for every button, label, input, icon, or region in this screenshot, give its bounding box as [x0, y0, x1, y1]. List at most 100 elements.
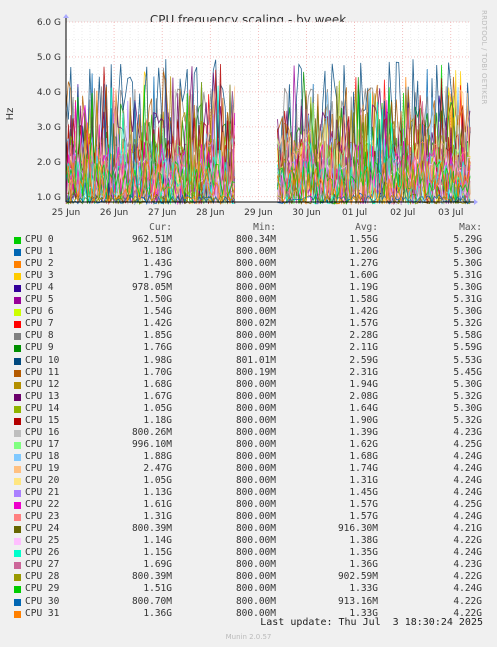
legend-max-value: 5.30G [453, 378, 482, 390]
x-tick-label: 02 Jul [390, 208, 415, 218]
legend-max-value: 4.25G [453, 438, 482, 450]
legend-min-value: 800.34M [235, 234, 276, 245]
x-tick-label: 01 Jul [342, 208, 367, 218]
legend-row: CPU 11 1.70G 800.19M 2.31G 5.45G [0, 367, 497, 379]
legend-max-value: 5.32G [453, 414, 482, 426]
legend-cur-value: 1.98G [143, 354, 172, 366]
legend-cur-value: 1.61G [143, 499, 172, 511]
rrdtool-watermark: RRDTOOL / TOBI OETIKER [480, 10, 488, 105]
legend-min-value: 801.01M [235, 354, 276, 366]
legend-max-value: 4.24G [453, 450, 482, 462]
legend-row: CPU 22 1.61G 800.00M 1.57G 4.25G [0, 499, 497, 511]
legend-min-value: 800.00M [235, 595, 276, 607]
legend-series-name: CPU 22 [25, 499, 60, 511]
legend-cur-value: 1.13G [143, 487, 172, 499]
legend-avg-value: 916.30M [337, 523, 378, 535]
legend-cur-value: 1.31G [143, 511, 172, 523]
legend-cur-value: 978.05M [131, 282, 172, 294]
legend-min-value: 800.00M [235, 535, 276, 547]
legend-cur-value: 1.51G [143, 583, 172, 595]
legend-min-value: 800.00M [235, 571, 276, 583]
legend-series-name: CPU 11 [25, 366, 60, 378]
legend-cur-value: 1.18G [143, 414, 172, 426]
legend-max-value: 5.59G [453, 342, 482, 354]
legend-cur-value: 2.47G [143, 462, 172, 474]
legend-max-value: 5.31G [453, 294, 482, 306]
y-axis-label: Hz [5, 108, 16, 121]
legend-series-name: CPU 19 [25, 462, 60, 474]
y-tick-label: 2.0 G [37, 158, 61, 168]
legend-cur-value: 1.42G [143, 318, 172, 330]
legend-swatch [14, 285, 21, 293]
legend-cur-value: 1.68G [143, 378, 172, 390]
legend-max-value: 4.23G [453, 559, 482, 571]
series-line-cpu-31 [65, 90, 471, 206]
legend-max-value: 5.30G [453, 306, 482, 318]
legend-row: CPU 19 2.47G 800.00M 1.74G 4.24G [0, 463, 497, 475]
legend-series-name: CPU 4 [25, 282, 54, 294]
legend-cur-value: 1.18G [143, 246, 172, 258]
legend-max-value: 4.24G [453, 547, 482, 559]
legend-min-value: 800.00M [235, 294, 276, 306]
legend-swatch [14, 502, 21, 510]
legend-cur-value: 962.51M [131, 234, 172, 245]
legend-avg-value: 1.39G [349, 426, 378, 438]
legend-row: CPU 9 1.76G 800.09M 2.11G 5.59G [0, 342, 497, 354]
legend-swatch [14, 562, 21, 570]
legend-swatch [14, 610, 21, 618]
legend-avg-value: 1.36G [349, 559, 378, 571]
legend-min-value: 800.00M [235, 426, 276, 438]
legend-max-value: 4.22G [453, 595, 482, 607]
legend-row: CPU 5 1.50G 800.00M 1.58G 5.31G [0, 294, 497, 306]
legend-avg-value: 902.59M [337, 571, 378, 583]
legend-avg-value: 1.33G [349, 607, 378, 619]
legend-swatch [14, 273, 21, 281]
legend-row: CPU 3 1.79G 800.00M 1.60G 5.31G [0, 270, 497, 282]
legend-series-name: CPU 8 [25, 330, 54, 342]
legend-row: CPU 17 996.10M 800.00M 1.62G 4.25G [0, 439, 497, 451]
legend-min-value: 800.00M [235, 583, 276, 595]
legend-swatch [14, 453, 21, 461]
legend-cur-value: 1.50G [143, 294, 172, 306]
legend-swatch [14, 514, 21, 522]
legend-row: CPU 13 1.67G 800.00M 2.08G 5.32G [0, 391, 497, 403]
legend-swatch [14, 393, 21, 401]
legend-series-name: CPU 5 [25, 294, 54, 306]
legend-row: CPU 26 1.15G 800.00M 1.35G 4.24G [0, 547, 497, 559]
legend-series-name: CPU 26 [25, 547, 60, 559]
legend-header-cur: Cur: [149, 222, 172, 233]
legend-cur-value: 1.85G [143, 330, 172, 342]
legend-swatch [14, 538, 21, 546]
legend-swatch [14, 249, 21, 257]
legend-series-name: CPU 27 [25, 559, 60, 571]
legend-avg-value: 2.11G [349, 342, 378, 354]
legend-cur-value: 1.69G [143, 559, 172, 571]
legend-swatch [14, 586, 21, 594]
legend-row: CPU 12 1.68G 800.00M 1.94G 5.30G [0, 379, 497, 391]
legend-min-value: 800.00M [235, 607, 276, 619]
legend-min-value: 800.00M [235, 499, 276, 511]
legend-avg-value: 1.62G [349, 438, 378, 450]
legend-series-name: CPU 13 [25, 390, 60, 402]
legend-avg-value: 2.28G [349, 330, 378, 342]
y-tick-label: 1.0 G [37, 193, 61, 203]
legend-swatch [14, 309, 21, 317]
last-update: Last update: Thu Jul 3 18:30:24 2025 [260, 617, 483, 628]
legend-max-value: 4.24G [453, 487, 482, 499]
legend-avg-value: 1.94G [349, 378, 378, 390]
legend-cur-value: 996.10M [131, 438, 172, 450]
legend-avg-value: 913.16M [337, 595, 378, 607]
legend-series-name: CPU 29 [25, 583, 60, 595]
legend-min-value: 800.00M [235, 438, 276, 450]
legend-max-value: 5.30G [453, 258, 482, 270]
legend-cur-value: 800.39M [131, 571, 172, 583]
legend-row: CPU 0 962.51M 800.34M 1.55G 5.29G [0, 234, 497, 246]
legend-row: CPU 23 1.31G 800.00M 1.57G 4.24G [0, 511, 497, 523]
legend-cur-value: 1.15G [143, 547, 172, 559]
legend-max-value: 5.29G [453, 234, 482, 245]
legend-min-value: 800.00M [235, 559, 276, 571]
legend-series-name: CPU 0 [25, 234, 54, 245]
legend-avg-value: 1.33G [349, 583, 378, 595]
legend-series-name: CPU 25 [25, 535, 60, 547]
legend-row: CPU 24 800.39M 800.00M 916.30M 4.21G [0, 523, 497, 535]
